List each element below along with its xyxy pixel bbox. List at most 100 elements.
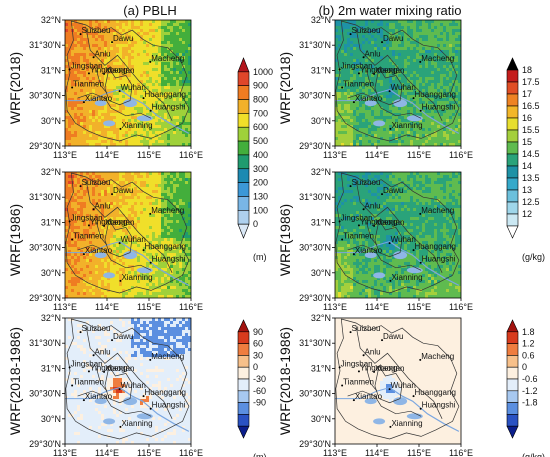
field-cell [137,262,141,266]
field-cell [380,110,384,114]
field-cell [89,241,93,245]
field-cell [377,32,381,36]
field-cell [107,101,111,105]
field-cell [344,140,348,144]
field-cell [377,65,381,69]
field-cell [374,140,378,144]
field-cell [167,107,171,111]
field-cell [77,77,81,81]
field-cell [113,74,117,78]
field-cell [446,92,450,96]
field-cell [140,259,144,263]
field-cell [452,56,456,60]
field-cell [452,68,456,72]
field-cell [92,289,96,293]
field-cell [170,32,174,36]
field-cell [98,259,102,263]
field-cell [116,274,120,278]
field-cell [443,23,447,27]
field-cell [335,92,339,96]
field-cell [164,92,168,96]
field-cell [68,62,72,66]
field-cell [143,172,147,176]
field-cell [176,119,180,123]
field-cell [452,62,456,66]
field-cell [338,38,342,42]
field-cell [140,35,144,39]
field-cell [392,80,396,84]
field-cell [386,86,390,90]
field-cell [458,32,461,36]
field-cell [74,113,78,117]
field-cell [170,68,174,72]
field-cell [122,38,126,42]
field-cell [356,32,360,36]
field-cell [446,26,450,30]
field-cell [176,20,180,24]
field-cell [140,265,144,269]
field-cell [101,295,105,298]
field-cell [146,253,150,257]
field-cells: SuizhouDawuAnluJingshanXiaoganMachengYin… [65,20,191,146]
field-cell [83,292,87,296]
field-cell [359,20,363,24]
field-cell [116,181,120,185]
field-cell [65,214,69,218]
field-cell [176,59,180,63]
field-cell [104,65,108,69]
field-cell [437,56,441,60]
field-cell [161,32,165,36]
field-cell [146,211,150,215]
field-cell [362,101,366,105]
field-cell [140,256,144,260]
field-cell [128,283,132,287]
field-cell [335,74,339,78]
field-cell [137,140,141,144]
field-cell [167,119,171,123]
field-cell [143,190,147,194]
field-cell [119,71,123,75]
field-cell [131,223,135,227]
x-tick-label: 116°E [179,150,203,160]
field-cell [110,181,114,185]
field-cell [95,280,99,284]
field-cell [350,56,354,60]
field-cell [374,53,378,57]
field-cell [95,134,99,138]
field-cell [128,56,132,60]
field-cell [134,38,138,42]
city-label: Wuhan [391,83,416,92]
field-cell [389,23,393,27]
field-cell [74,41,78,45]
field-cell [365,110,369,114]
field-cell [362,68,366,72]
field-cell [161,23,165,27]
field-cell [98,38,102,42]
field-cell [419,59,423,63]
field-cell [110,68,114,72]
field-cell [413,131,417,135]
field-cell [446,77,450,81]
field-cell [164,35,168,39]
field-cell [365,20,369,24]
field-cell [158,77,162,81]
field-cell [434,53,438,57]
field-cell [137,83,141,87]
field-cell [380,71,384,75]
field-cell [371,74,375,78]
field-cell [92,122,96,126]
field-cell [155,229,159,233]
field-cell [104,193,108,197]
field-cell [146,220,150,224]
field-cell [83,98,87,102]
field-cell [101,289,105,293]
field-cell [374,38,378,42]
field-cell [149,35,153,39]
field-cell [161,110,165,114]
field-cell [335,125,339,129]
field-cell [344,38,348,42]
field-cell [86,214,90,218]
field-cell [128,77,132,81]
field-cell [101,271,105,275]
field-cell [431,50,435,54]
